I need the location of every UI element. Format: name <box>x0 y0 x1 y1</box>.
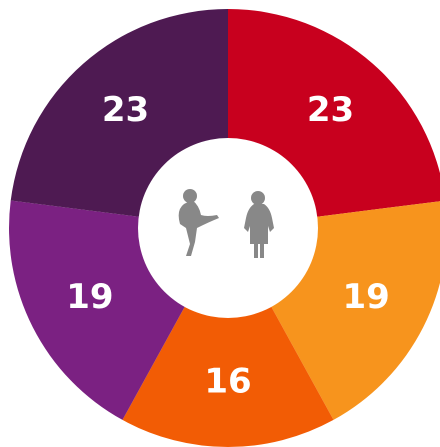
wedge <box>9 200 186 420</box>
people-icon <box>178 189 274 258</box>
labels: 23 19 16 19 23 <box>66 90 390 401</box>
data-label: 23 <box>102 90 149 130</box>
data-label: 23 <box>307 90 354 130</box>
data-label: 19 <box>66 277 113 317</box>
center-hole <box>138 138 318 318</box>
data-label: 19 <box>342 277 389 317</box>
wedge <box>122 305 334 447</box>
data-label: 16 <box>204 362 251 402</box>
wedge <box>228 9 440 217</box>
wedge <box>10 9 228 217</box>
donut <box>9 9 440 447</box>
